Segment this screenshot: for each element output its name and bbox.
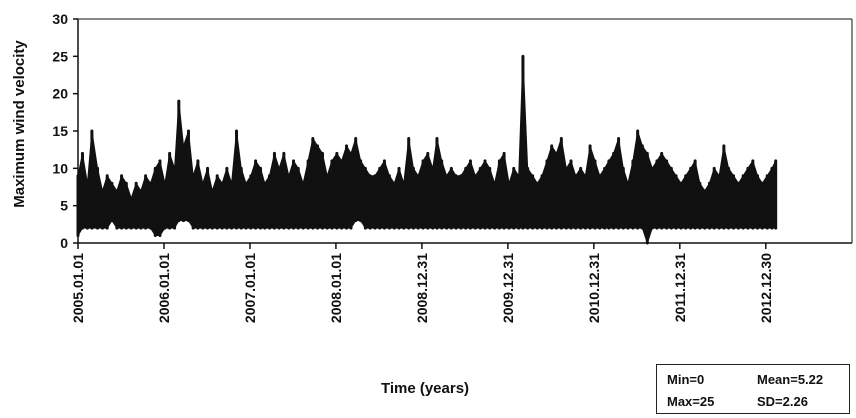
x-ticks: 2005.01.01 2006.01.01 2007.01.01 2008.01.01… [70,243,774,323]
series-core-band [78,183,776,221]
x-axis-title: Time (years) [381,380,469,397]
plot-area: 0 5 10 15 20 25 30 2005.01.01 2006.01.01 2007.01… [52,11,853,323]
x-tick-label: 2009.12.31 [500,253,516,323]
y-tick-label: 0 [60,235,68,251]
y-tick-label: 20 [52,86,68,102]
x-tick-label: 2006.01.01 [156,253,172,323]
stat-min: Min=0 [667,372,705,387]
y-ticks: 0 5 10 15 20 25 30 [52,11,78,251]
x-tick-label: 2010.12.31 [586,253,602,323]
x-tick-label: 2008.12.31 [414,253,430,323]
statistics-box: Min=0 Mean=5.22 Max=25 SD=2.26 [656,364,850,414]
y-tick-label: 5 [60,198,68,214]
y-tick-label: 15 [52,123,68,139]
stat-max: Max=25 [667,394,715,409]
x-tick-label: 2007.01.01 [242,253,258,323]
x-tick-label: 2008.01.01 [328,253,344,323]
y-tick-label: 10 [52,160,68,176]
x-tick-label: 2005.01.01 [70,253,86,323]
x-tick-label: 2012.12.30 [758,253,774,323]
series-layer [76,54,778,245]
stat-mean: Mean=5.22 [757,372,824,387]
y-tick-label: 30 [52,11,68,27]
x-tick-label: 2011.12.31 [672,253,688,323]
y-tick-label: 25 [52,48,68,64]
y-axis-title: Maximum wind velocity [11,40,28,208]
stat-sd: SD=2.26 [757,394,808,409]
